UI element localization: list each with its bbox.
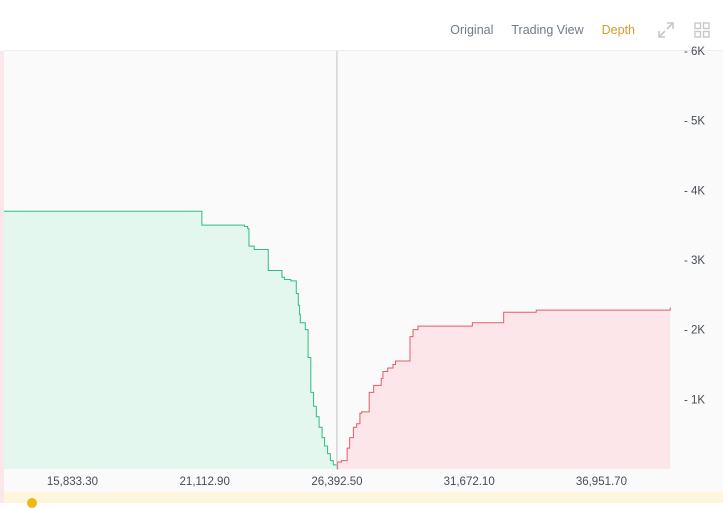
ask-depth-area [336, 307, 671, 469]
chart-toolbar: Original Trading View Depth [4, 10, 723, 51]
tab-original[interactable]: Original [450, 23, 494, 37]
x-tick-label: 31,672.10 [444, 476, 495, 488]
y-tick-label: - 4K [684, 185, 705, 197]
x-tick-label: 36,951.70 [576, 476, 627, 488]
bid-depth-line [4, 210, 338, 469]
x-tick-label: 15,833.30 [47, 476, 98, 488]
y-tick-label: - 3K [684, 255, 705, 267]
y-tick-label: - 6K [684, 46, 705, 58]
tab-trading-view[interactable]: Trading View [511, 23, 584, 37]
y-tick-label: - 1K [684, 394, 705, 406]
x-tick-label: 26,392.50 [311, 476, 362, 488]
expand-icon[interactable] [657, 21, 675, 39]
bid-depth-area [4, 211, 337, 469]
y-tick-label: - 5K [684, 116, 705, 128]
notice-bar [4, 492, 723, 503]
notice-icon [27, 498, 37, 508]
y-tick-label: - 2K [684, 325, 705, 337]
ask-depth-line [336, 307, 671, 470]
left-edge-strip [0, 51, 4, 503]
tab-depth[interactable]: Depth [601, 23, 635, 37]
grid-layout-icon[interactable] [693, 21, 711, 39]
chart-view-tabs: Original Trading View Depth [450, 10, 635, 50]
x-tick-label: 21,112.90 [180, 476, 230, 488]
